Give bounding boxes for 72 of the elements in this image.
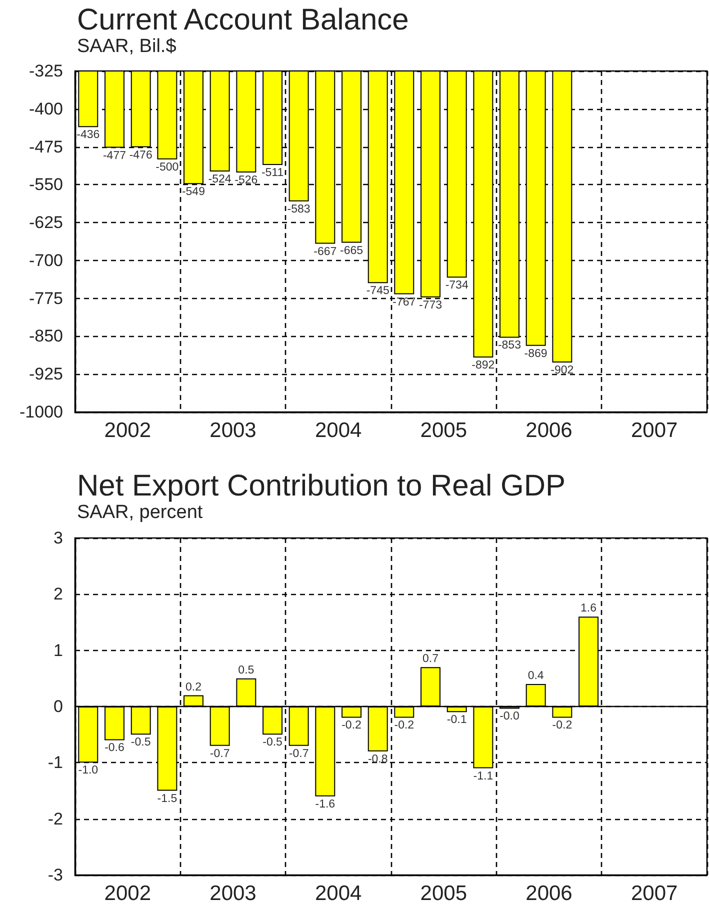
x-tick-label: 2005 (420, 882, 468, 904)
x-tick-label: 2005 (420, 419, 468, 442)
x-tick-label: 2006 (526, 882, 572, 904)
y-tick-label: 0 (54, 697, 63, 716)
y-tick-label: 1 (54, 640, 63, 660)
data-label: -0.5 (262, 736, 282, 749)
data-label: 0.5 (238, 664, 254, 676)
data-label: -0.8 (368, 753, 388, 766)
chart-title: Net Export Contribution to Real GDP (77, 470, 566, 502)
data-label: -1.0 (78, 764, 98, 777)
data-label: -0.2 (552, 720, 572, 732)
x-tick-label: 2003 (210, 419, 256, 442)
data-label: -0.1 (446, 714, 467, 726)
x-tick-label: 2002 (104, 419, 152, 442)
data-label: -0.7 (288, 748, 309, 760)
y-tick-label: -850 (28, 326, 63, 346)
data-label: -745 (366, 285, 390, 298)
chart-subtitle: SAAR, Bil.$ (77, 36, 177, 57)
data-label: -767 (392, 296, 416, 308)
x-tick-label: 2004 (314, 419, 362, 442)
data-label: 1.6 (580, 602, 597, 615)
data-label: -477 (102, 150, 126, 162)
data-label: -0.6 (104, 742, 124, 754)
y-tick-label: -550 (28, 175, 63, 194)
y-tick-label: -625 (28, 213, 63, 232)
y-tick-label: -1 (48, 753, 63, 772)
data-label: -1.5 (157, 792, 178, 805)
y-tick-label: -325 (28, 62, 63, 80)
data-label: -0.2 (342, 720, 362, 732)
data-label: -902 (550, 364, 574, 376)
data-label: -0.7 (210, 748, 230, 760)
data-label: -583 (287, 203, 310, 216)
data-label: -1.1 (473, 770, 494, 782)
y-tick-label: -475 (28, 137, 63, 156)
data-label: -667 (314, 246, 337, 258)
chart-title: Current Account Balance (77, 4, 409, 36)
y-tick-label: 2 (54, 584, 63, 604)
data-label: -0.5 (130, 736, 151, 749)
data-label: -869 (524, 348, 548, 360)
data-label: -665 (340, 244, 364, 257)
data-label: -853 (498, 340, 521, 352)
y-tick-label: -400 (28, 99, 63, 118)
data-label: 0.7 (422, 653, 438, 666)
chart-subtitle: SAAR, percent (77, 502, 204, 523)
x-tick-label: 2007 (630, 882, 678, 904)
data-label: 0.2 (185, 681, 202, 694)
data-label: -476 (129, 149, 152, 162)
data-label: -524 (208, 174, 232, 186)
data-label: -734 (445, 280, 469, 292)
data-label: -773 (418, 299, 442, 312)
x-tick-label: 2006 (526, 419, 572, 442)
data-label: -0.0 (500, 710, 520, 723)
x-tick-label: 2007 (630, 419, 678, 442)
data-label: -436 (76, 129, 100, 142)
y-tick-label: -700 (28, 250, 63, 270)
data-label: -892 (472, 359, 495, 372)
y-tick-label: -775 (28, 288, 63, 308)
data-label: -0.2 (394, 720, 414, 732)
data-label: -526 (234, 174, 258, 187)
data-label: -1.6 (315, 798, 336, 810)
x-tick-label: 2004 (314, 882, 362, 904)
x-tick-label: 2003 (210, 882, 256, 904)
y-tick-label: -3 (48, 866, 63, 884)
data-label: -500 (156, 161, 179, 174)
y-tick-label: -925 (28, 364, 63, 384)
data-label: 0.4 (528, 670, 544, 682)
y-tick-label: 3 (54, 528, 63, 548)
data-label: -549 (182, 186, 205, 198)
x-tick-label: 2002 (104, 882, 152, 904)
y-tick-label: -2 (48, 809, 63, 828)
data-label: -511 (261, 166, 284, 179)
y-tick-label: -1000 (20, 402, 63, 422)
